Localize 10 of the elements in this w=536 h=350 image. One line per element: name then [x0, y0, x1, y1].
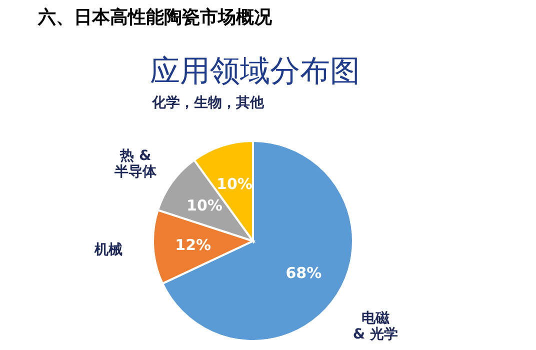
- data-label: 12%: [175, 236, 212, 254]
- slice-label: 化学，生物，其他: [151, 95, 266, 112]
- data-label: 10%: [186, 196, 222, 215]
- slice-label: 机械: [93, 242, 122, 258]
- data-label: 10%: [216, 174, 252, 193]
- text: 六、日本高性能陶瓷市场概况: [37, 7, 273, 28]
- data-label: 68%: [286, 264, 322, 282]
- slice-label: 热 & 半导体: [114, 148, 158, 180]
- slice-label: 电磁 & 光学: [352, 310, 398, 343]
- chart-title: 应用领域分布图: [150, 54, 360, 89]
